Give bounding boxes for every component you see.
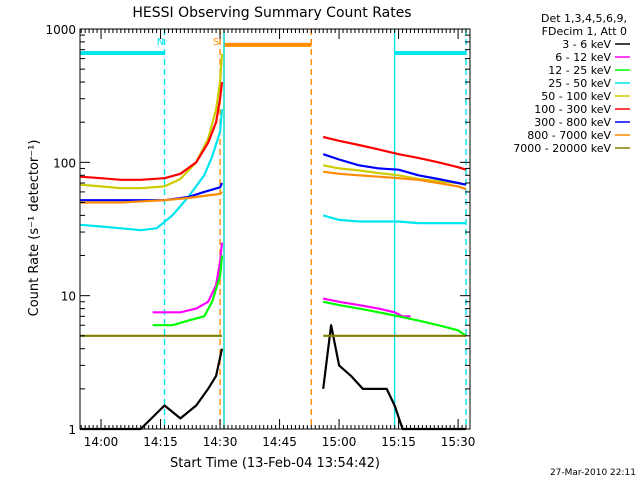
x-tick-label: 15:00 <box>322 435 357 449</box>
annotation-n: N <box>157 37 164 48</box>
legend: Det 1,3,4,5,6,9,FDecim 1, Att 03 - 6 keV… <box>513 12 630 155</box>
y-axis-label: Count Rate (s⁻¹ detector⁻¹) <box>27 140 42 317</box>
legend-item-label-3: 25 - 50 keV <box>548 77 611 90</box>
date-stamp: 27-Mar-2010 22:11 <box>550 468 636 478</box>
x-tick-label: 14:45 <box>262 435 297 449</box>
x-tick-label: 14:00 <box>84 435 119 449</box>
series-line-5-1 <box>322 135 467 171</box>
x-tick-label: 14:15 <box>143 435 178 449</box>
legend-header-0: Det 1,3,4,5,6,9, <box>541 12 627 25</box>
y-tick-label: 10 <box>61 290 76 304</box>
legend-item-label-2: 12 - 25 keV <box>548 64 611 77</box>
y-tick-label: 1000 <box>45 23 76 37</box>
y-tick-label: 100 <box>53 156 76 170</box>
series-line-7-1 <box>323 170 467 191</box>
legend-header-1: FDecim 1, Att 0 <box>542 25 627 38</box>
legend-item-label-7: 800 - 7000 keV <box>527 129 611 142</box>
legend-item-label-5: 100 - 300 keV <box>534 103 611 116</box>
legend-item-label-0: 3 - 6 keV <box>562 38 611 51</box>
series-line-6-1 <box>322 153 467 186</box>
x-tick-label: 14:30 <box>203 435 238 449</box>
annotation-s: S <box>213 37 219 48</box>
x-axis: 14:00 14:15 14:30 14:45 15:00 15:15 15:30 <box>80 29 476 449</box>
x-tick-label: 15:30 <box>441 435 476 449</box>
chart-title: HESSI Observing Summary Count Rates <box>132 5 411 21</box>
legend-item-label-4: 50 - 100 keV <box>541 90 611 103</box>
plot-frame <box>79 28 471 430</box>
legend-item-label-1: 6 - 12 keV <box>555 51 611 64</box>
x-axis-label: Start Time (13-Feb-04 13:54:42) <box>170 456 380 471</box>
series-line-5-0 <box>79 81 224 181</box>
data-series <box>79 53 467 431</box>
series-line-3-0 <box>79 109 224 232</box>
series-line-2-0 <box>152 255 224 327</box>
y-tick-label: 1 <box>68 423 76 437</box>
legend-item-label-8: 7000 - 20000 keV <box>513 142 611 155</box>
series-line-1-0 <box>152 242 224 314</box>
state-bars <box>80 42 467 56</box>
series-line-4-0 <box>79 53 224 190</box>
series-line-7-0 <box>80 191 223 204</box>
series-line-2-1 <box>322 300 467 337</box>
series-line-3-1 <box>322 214 466 225</box>
x-tick-label: 15:15 <box>381 435 416 449</box>
y-axis: 1 10 100 1000 <box>45 23 470 437</box>
legend-item-label-6: 300 - 800 keV <box>534 116 611 129</box>
